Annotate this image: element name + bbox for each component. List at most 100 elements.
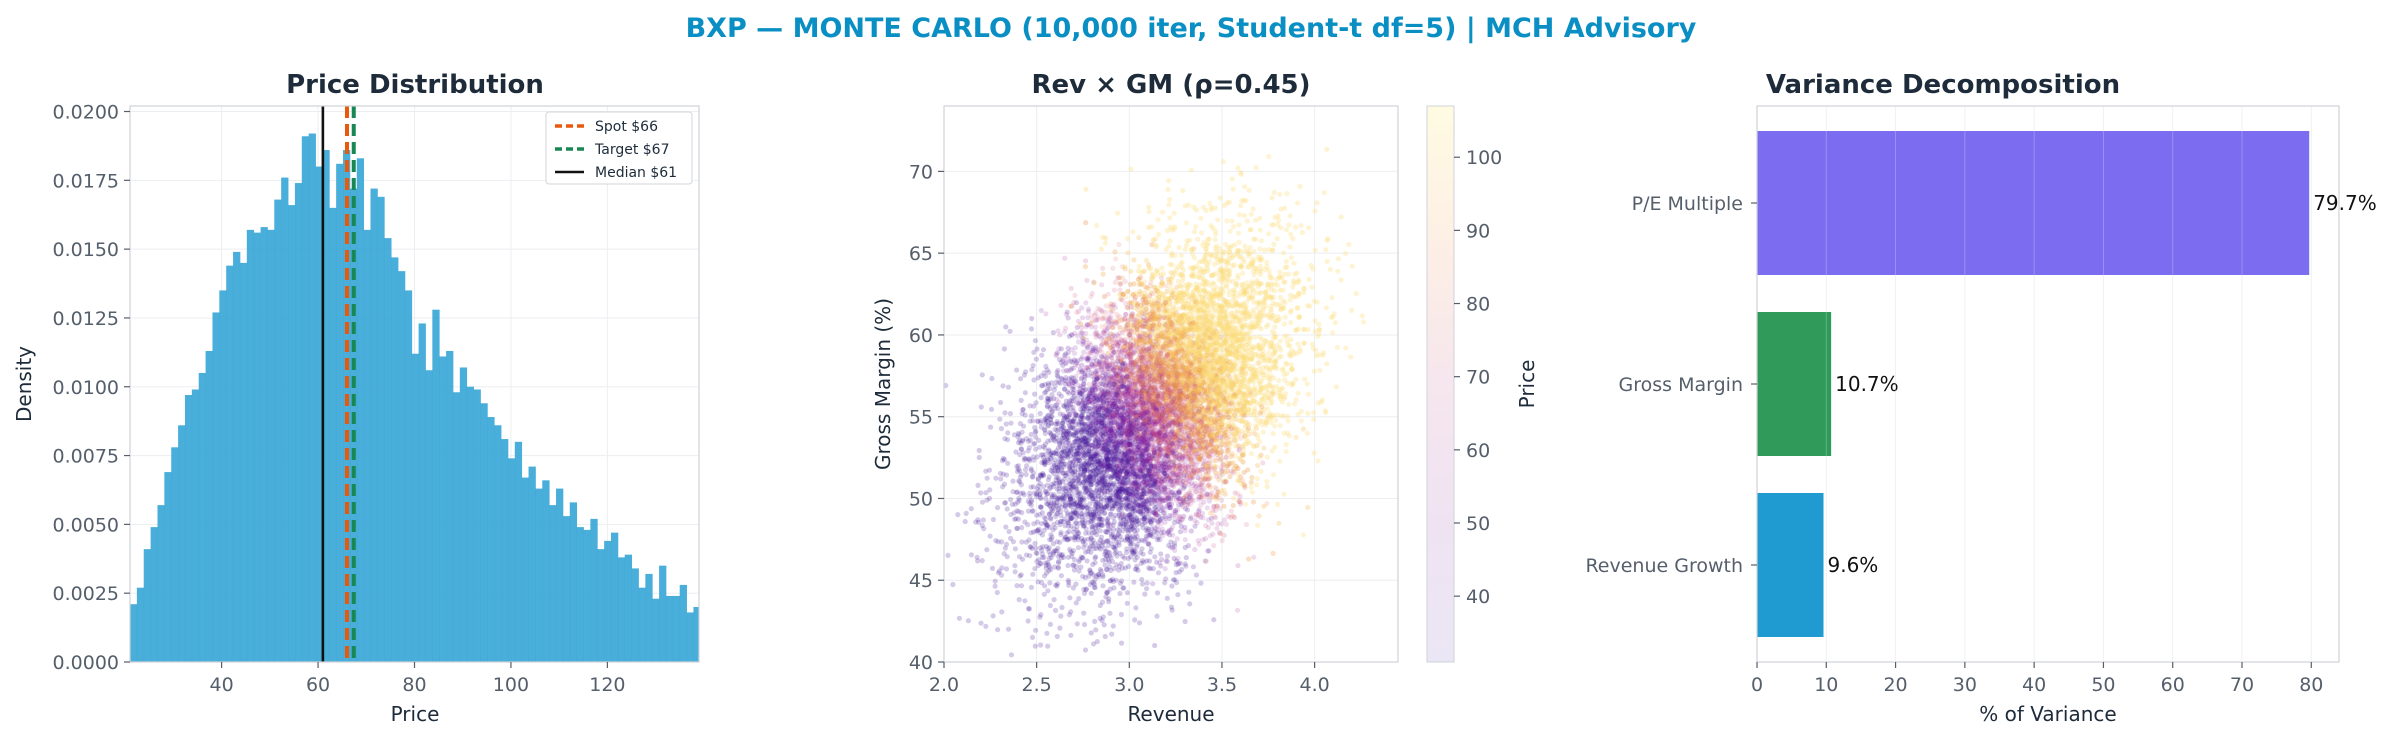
scatter-point	[1153, 404, 1159, 410]
scatter-point	[1315, 458, 1321, 464]
histogram-legend: Spot $66 Target $67 Median $61	[545, 111, 693, 185]
scatter-point	[1095, 462, 1101, 468]
histogram-bar	[239, 262, 248, 662]
scatter-point	[1050, 505, 1056, 511]
scatter-point	[1171, 402, 1177, 408]
figure-suptitle: BXP — MONTE CARLO (10,000 iter, Student-…	[686, 13, 1697, 44]
scatter-point	[1065, 562, 1071, 569]
scatter-point	[1275, 314, 1281, 320]
scatter-point	[1113, 437, 1119, 444]
histogram-bar	[384, 238, 392, 662]
scatter-point	[1025, 618, 1031, 624]
scatter-point	[1227, 228, 1233, 234]
scatter-point	[1235, 165, 1241, 171]
scatter-point	[1245, 253, 1251, 259]
scatter-point	[1229, 419, 1235, 425]
scatter-point	[1155, 231, 1162, 237]
scatter-point	[1083, 300, 1089, 306]
scatter-point	[1044, 630, 1050, 636]
scatter-point	[1168, 544, 1174, 550]
histogram-x-tick-label: 60	[306, 674, 330, 696]
scatter-point	[1247, 375, 1253, 382]
scatter-point	[1114, 372, 1120, 378]
scatter-point	[1282, 314, 1288, 320]
scatter-point	[1150, 308, 1156, 314]
scatter-point	[1177, 529, 1184, 535]
scatter-point	[1081, 621, 1088, 628]
histogram-y-tick-label: 0.0100	[53, 377, 119, 399]
scatter-point	[1211, 617, 1217, 623]
histogram-bar	[659, 565, 667, 662]
scatter-point	[1118, 296, 1124, 302]
scatter-point	[1171, 287, 1177, 293]
scatter-point	[1262, 247, 1268, 253]
histogram-bar	[267, 229, 275, 662]
scatter-point	[1054, 583, 1060, 589]
scatter-point	[1260, 460, 1266, 466]
histogram-x-tick-label: 100	[493, 674, 529, 696]
scatter-point	[1193, 224, 1199, 230]
scatter-point	[1080, 504, 1086, 510]
scatter-point	[1121, 327, 1127, 333]
scatter-point	[1003, 324, 1009, 330]
histogram-bar	[205, 350, 213, 662]
scatter-point	[1273, 301, 1279, 308]
histogram-bar	[356, 158, 365, 662]
histogram-bar	[549, 505, 557, 662]
scatter-point	[1246, 187, 1252, 193]
scatter-point	[1271, 189, 1277, 196]
scatter-point	[1072, 350, 1078, 356]
scatter-point	[1335, 256, 1341, 262]
scatter-point	[1001, 346, 1008, 352]
scatter-point	[1154, 362, 1160, 368]
histogram-bar	[535, 488, 543, 662]
histogram-bar	[219, 290, 227, 662]
scatter-point	[1131, 455, 1138, 461]
histogram-bar	[404, 290, 413, 662]
scatter-point	[1187, 432, 1193, 438]
scatter-point	[1146, 296, 1152, 302]
scatter-point	[1258, 326, 1264, 332]
scatter-point	[1085, 314, 1091, 321]
scatter-point	[945, 552, 951, 559]
histogram-bar	[507, 458, 516, 662]
scatter-point	[1136, 398, 1142, 404]
scatter-point	[1160, 343, 1166, 349]
scatter-point	[1173, 299, 1179, 305]
scatter-point	[1088, 493, 1094, 499]
scatter-point	[1270, 472, 1277, 478]
scatter-point	[1078, 453, 1084, 459]
scatter-point	[1277, 458, 1283, 464]
scatter-point	[1317, 367, 1323, 373]
scatter-point	[1186, 589, 1192, 595]
histogram-bar	[370, 188, 378, 662]
scatter-point	[1159, 415, 1165, 421]
histogram-bar	[597, 549, 605, 662]
scatter-point	[1068, 419, 1075, 426]
histogram-bar	[377, 196, 385, 663]
scatter-point	[1074, 333, 1081, 339]
scatter-point	[1082, 574, 1088, 581]
histogram-bar	[576, 527, 584, 662]
scatter-point	[1164, 453, 1170, 459]
scatter-point	[1211, 543, 1217, 549]
scatter-point	[1176, 418, 1182, 424]
scatter-point	[1110, 265, 1116, 271]
scatter-point	[1115, 532, 1121, 538]
scatter-point	[1018, 572, 1024, 578]
scatter-point	[1293, 434, 1299, 440]
legend-box	[545, 111, 693, 185]
scatter-point	[1047, 455, 1054, 461]
scatter-point	[1109, 428, 1115, 435]
scatter-point	[1005, 430, 1011, 436]
scatter-point	[1041, 514, 1047, 521]
scatter-point	[1258, 238, 1264, 244]
scatter-point	[1172, 433, 1179, 439]
scatter-points	[943, 146, 1367, 658]
scatter-point	[1264, 484, 1270, 490]
price-distribution-panel: Price Distribution 40 60 80 100 120 0.00000.…	[12, 70, 700, 726]
scatter-point	[1007, 411, 1014, 417]
histogram-bar	[233, 251, 241, 662]
scatter-point	[1299, 229, 1306, 236]
